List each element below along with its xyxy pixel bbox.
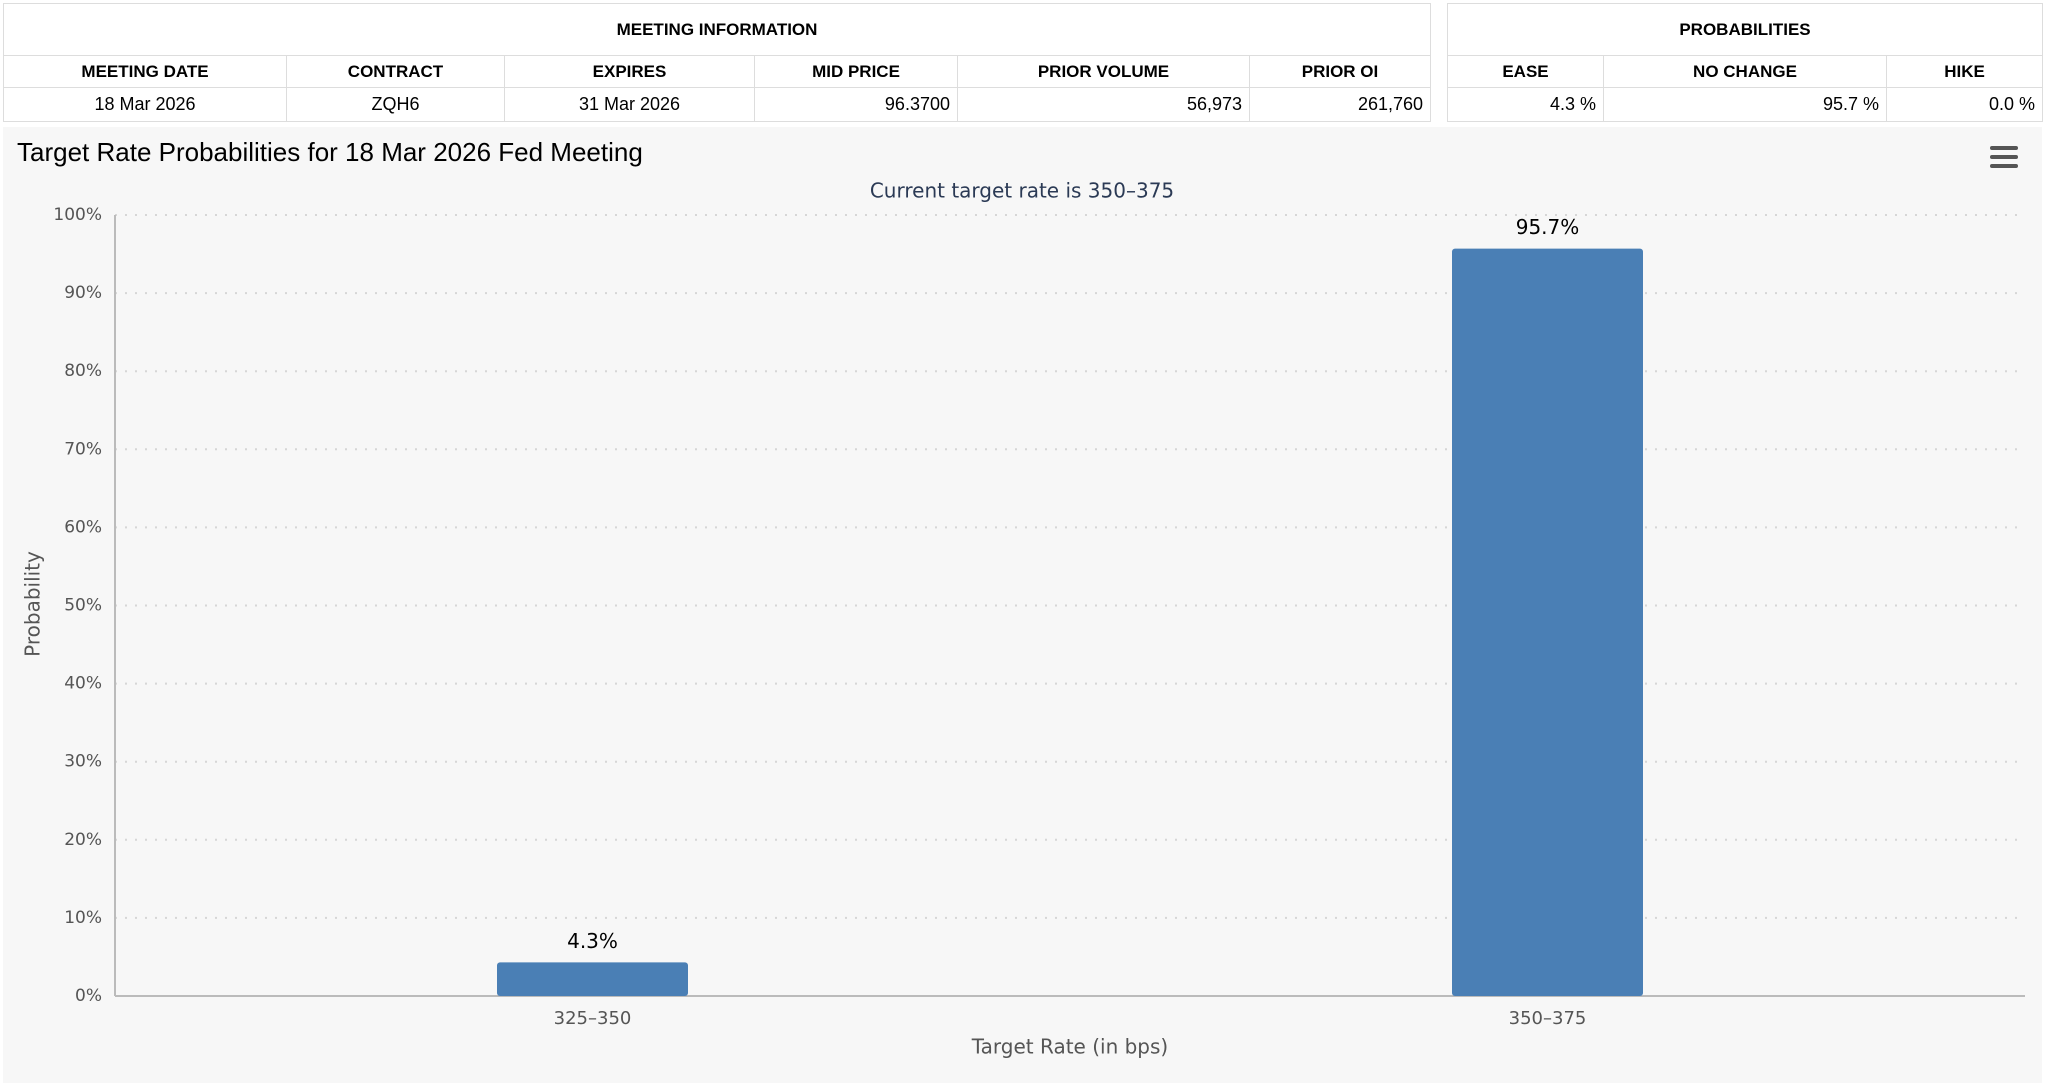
y-tick-label: 10%: [64, 908, 102, 928]
cell: 0.0 %: [1886, 87, 2043, 122]
chart-subtitle: Current target rate is 350–375: [870, 179, 1174, 203]
meeting-info-table: MEETING INFORMATION MEETING DATE CONTRAC…: [2, 3, 1432, 122]
chart-title: Target Rate Probabilities for 18 Mar 202…: [17, 137, 643, 167]
y-tick-label: 70%: [64, 439, 102, 459]
y-tick-label: 80%: [64, 361, 102, 381]
header: PRIOR VOLUME: [957, 55, 1250, 88]
table-title: MEETING INFORMATION: [2, 3, 1432, 56]
y-axis-title: Probability: [21, 551, 45, 657]
y-tick-label: 20%: [64, 830, 102, 850]
y-tick-label: 100%: [53, 205, 102, 225]
bar: [497, 962, 688, 996]
y-tick-label: 0%: [75, 986, 102, 1006]
menu-button[interactable]: [1990, 146, 2018, 168]
chart-background: [3, 127, 2042, 1083]
y-tick-label: 40%: [64, 674, 102, 694]
y-tick-label: 30%: [64, 752, 102, 772]
cell: 4.3 %: [1447, 87, 1604, 122]
bar: [1452, 248, 1643, 996]
cell: 261,760: [1248, 87, 1432, 122]
probabilities-table: PROBABILITIES EASE NO CHANGE HIKE 4.3 % …: [1447, 3, 2043, 122]
cell: 56,973: [957, 87, 1250, 122]
data-label: 4.3%: [567, 929, 618, 953]
header: EASE: [1447, 55, 1604, 88]
data-label: 95.7%: [1516, 215, 1580, 239]
header: MEETING DATE: [3, 55, 287, 88]
y-tick-label: 50%: [64, 596, 102, 616]
header: PRIOR OI: [1248, 55, 1432, 88]
x-tick-label: 350–375: [1509, 1008, 1587, 1029]
cell: 31 Mar 2026: [504, 87, 755, 122]
cell: ZQH6: [286, 87, 505, 122]
x-tick-label: 325–350: [554, 1008, 632, 1029]
y-tick-label: 90%: [64, 283, 102, 303]
header: HIKE: [1886, 55, 2043, 88]
cell: 95.7 %: [1603, 87, 1887, 122]
cell: 96.3700: [754, 87, 958, 122]
menu-bar: [1990, 155, 2018, 159]
menu-bar: [1990, 146, 2018, 150]
y-tick-label: 60%: [64, 517, 102, 537]
header: EXPIRES: [504, 55, 755, 88]
cell: 18 Mar 2026: [3, 87, 287, 122]
x-axis-title: Target Rate (in bps): [971, 1035, 1168, 1059]
menu-bar: [1990, 164, 2018, 168]
table-title: PROBABILITIES: [1447, 3, 2043, 56]
header: NO CHANGE: [1603, 55, 1887, 88]
